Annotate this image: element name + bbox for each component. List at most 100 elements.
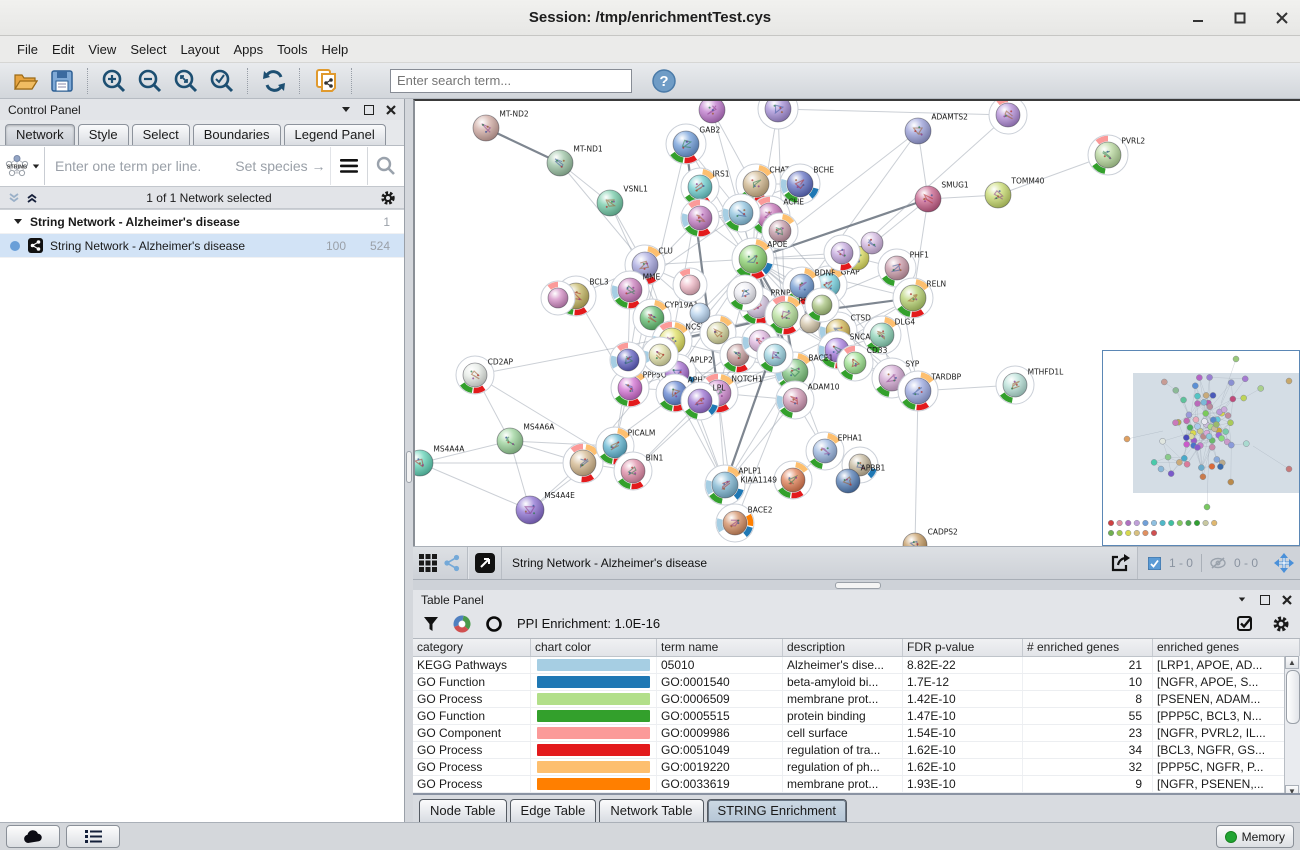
network-graph[interactable]: MT-ND2 MT-ND1 VSNL1 GAB2 IRS1 ADAMTS2 PVRL2 SMU… xyxy=(415,101,1300,546)
network-node[interactable] xyxy=(860,231,884,255)
string-query-input[interactable]: Enter one term per line. Set species → xyxy=(45,158,330,174)
network-node[interactable]: EPHA1 xyxy=(805,431,863,471)
network-canvas[interactable]: MT-ND2 MT-ND1 VSNL1 GAB2 IRS1 ADAMTS2 PVRL2 SMU… xyxy=(413,99,1300,546)
table-row[interactable]: GO Process GO:0051049 regulation of tra...… xyxy=(413,742,1300,759)
minimize-button[interactable] xyxy=(1192,12,1204,24)
network-node[interactable]: MTHFD1L xyxy=(995,365,1064,405)
column-header[interactable]: chart color xyxy=(531,639,657,656)
vertical-splitter[interactable] xyxy=(405,99,413,822)
save-session-button[interactable] xyxy=(44,66,80,96)
expand-all-icon[interactable] xyxy=(26,192,38,204)
network-node[interactable]: CADPS2 xyxy=(902,527,958,546)
network-node[interactable] xyxy=(988,101,1028,135)
table-row[interactable]: GO Component GO:0009986 cell surface 1.54E-… xyxy=(413,725,1300,742)
network-node[interactable]: BCHE xyxy=(779,163,834,205)
zoom-selected-button[interactable] xyxy=(204,66,240,96)
network-node[interactable]: SMUG1 xyxy=(914,181,969,213)
birdseye-navigator[interactable] xyxy=(1102,350,1300,546)
network-node[interactable]: ADAMTS2 xyxy=(904,113,968,145)
tab-legend-panel[interactable]: Legend Panel xyxy=(283,124,386,145)
network-node[interactable]: APBB1 xyxy=(835,463,886,494)
expander-icon[interactable] xyxy=(14,219,22,224)
tab-node-table[interactable]: Node Table xyxy=(419,799,507,822)
network-node[interactable]: PVRL2 xyxy=(1087,134,1145,176)
network-node[interactable] xyxy=(689,302,711,324)
network-node[interactable] xyxy=(761,212,799,250)
network-node[interactable] xyxy=(726,274,764,312)
tab-edge-table[interactable]: Edge Table xyxy=(509,799,597,822)
scroll-up-icon[interactable]: ▲ xyxy=(1285,656,1299,669)
close-panel-icon[interactable] xyxy=(1282,594,1292,605)
column-header[interactable]: enriched genes xyxy=(1153,639,1300,656)
query-options-button[interactable] xyxy=(330,147,367,185)
search-input[interactable] xyxy=(390,68,632,93)
network-node[interactable]: MME xyxy=(610,270,661,310)
copy-network-button[interactable] xyxy=(308,66,344,96)
menu-tools[interactable]: Tools xyxy=(277,41,308,57)
menu-layout[interactable]: Layout xyxy=(180,41,220,57)
network-row[interactable]: String Network - Alzheimer's disease 100… xyxy=(0,234,404,258)
zoom-in-button[interactable] xyxy=(96,66,132,96)
network-options-gear-icon[interactable] xyxy=(380,190,396,206)
string-source-selector[interactable]: STRING xyxy=(0,147,45,185)
network-node[interactable]: BIN1 xyxy=(613,451,664,491)
open-file-button[interactable] xyxy=(8,66,44,96)
zoom-out-button[interactable] xyxy=(132,66,168,96)
network-node[interactable]: MT-ND2 xyxy=(472,110,529,142)
panel-menu-icon[interactable] xyxy=(342,107,350,112)
network-node[interactable]: CHAT xyxy=(735,163,790,205)
query-search-button[interactable] xyxy=(367,147,404,185)
tab-string-enrichment[interactable]: STRING Enrichment xyxy=(706,799,847,822)
network-node[interactable]: CD2AP xyxy=(455,355,514,395)
table-row[interactable]: GO Process GO:0006509 membrane prot... 1.42… xyxy=(413,691,1300,708)
float-panel-icon[interactable] xyxy=(364,104,374,115)
network-node[interactable] xyxy=(721,193,761,233)
network-node[interactable]: PSEN1 xyxy=(764,294,823,336)
table-row[interactable]: GO Process GO:0033619 membrane prot... 1.93… xyxy=(413,776,1300,793)
network-node[interactable]: GAB2 xyxy=(665,123,720,165)
network-node[interactable] xyxy=(540,280,576,316)
panel-menu-icon[interactable] xyxy=(1238,597,1246,602)
menu-view[interactable]: View xyxy=(88,41,117,57)
column-header[interactable]: # enriched genes xyxy=(1023,639,1153,656)
network-node[interactable] xyxy=(823,234,861,272)
menu-file[interactable]: File xyxy=(17,41,38,57)
network-node[interactable] xyxy=(773,460,813,500)
network-node[interactable]: TOMM40 xyxy=(984,177,1045,209)
menu-edit[interactable]: Edit xyxy=(51,41,75,57)
network-node[interactable]: PICALM xyxy=(595,426,655,466)
tab-boundaries[interactable]: Boundaries xyxy=(192,124,281,145)
navigator-toggle-icon[interactable] xyxy=(1274,553,1294,573)
network-node[interactable]: VSNL1 xyxy=(596,185,648,217)
close-panel-icon[interactable] xyxy=(386,104,396,115)
scrollbar-thumb[interactable] xyxy=(1286,670,1300,724)
splitter-pill[interactable] xyxy=(834,582,881,589)
tab-select[interactable]: Select xyxy=(131,124,190,145)
table-row[interactable]: GO Function GO:0001540 beta-amyloid bi... 1… xyxy=(413,674,1300,691)
network-node[interactable]: BACE2 xyxy=(715,503,773,543)
scroll-down-icon[interactable]: ▼ xyxy=(1285,785,1299,793)
network-node[interactable]: LPL xyxy=(680,381,726,421)
table-row[interactable]: GO Process GO:0019220 regulation of ph... 1… xyxy=(413,759,1300,776)
network-node[interactable] xyxy=(672,267,708,303)
chart-button[interactable] xyxy=(453,615,471,633)
column-header[interactable]: term name xyxy=(657,639,783,656)
network-node[interactable] xyxy=(698,101,726,124)
float-panel-icon[interactable] xyxy=(1260,594,1270,605)
detach-view-icon[interactable] xyxy=(475,553,495,573)
network-collection-row[interactable]: String Network - Alzheimer's disease 1 xyxy=(0,210,404,234)
column-header[interactable]: FDR p-value xyxy=(903,639,1023,656)
network-node[interactable] xyxy=(680,198,720,238)
network-node[interactable] xyxy=(804,287,840,323)
cloud-tasks-button[interactable] xyxy=(6,825,60,848)
network-node[interactable]: TARDBP xyxy=(897,370,962,412)
network-node[interactable]: RELN xyxy=(892,277,946,319)
select-rows-button[interactable] xyxy=(1237,615,1254,632)
menu-apps[interactable]: Apps xyxy=(233,41,264,57)
column-header[interactable]: description xyxy=(783,639,903,656)
network-node[interactable] xyxy=(757,101,799,130)
column-header[interactable]: category xyxy=(413,639,531,656)
tab-network-table[interactable]: Network Table xyxy=(599,799,704,822)
network-node[interactable]: CD33 xyxy=(836,344,888,382)
